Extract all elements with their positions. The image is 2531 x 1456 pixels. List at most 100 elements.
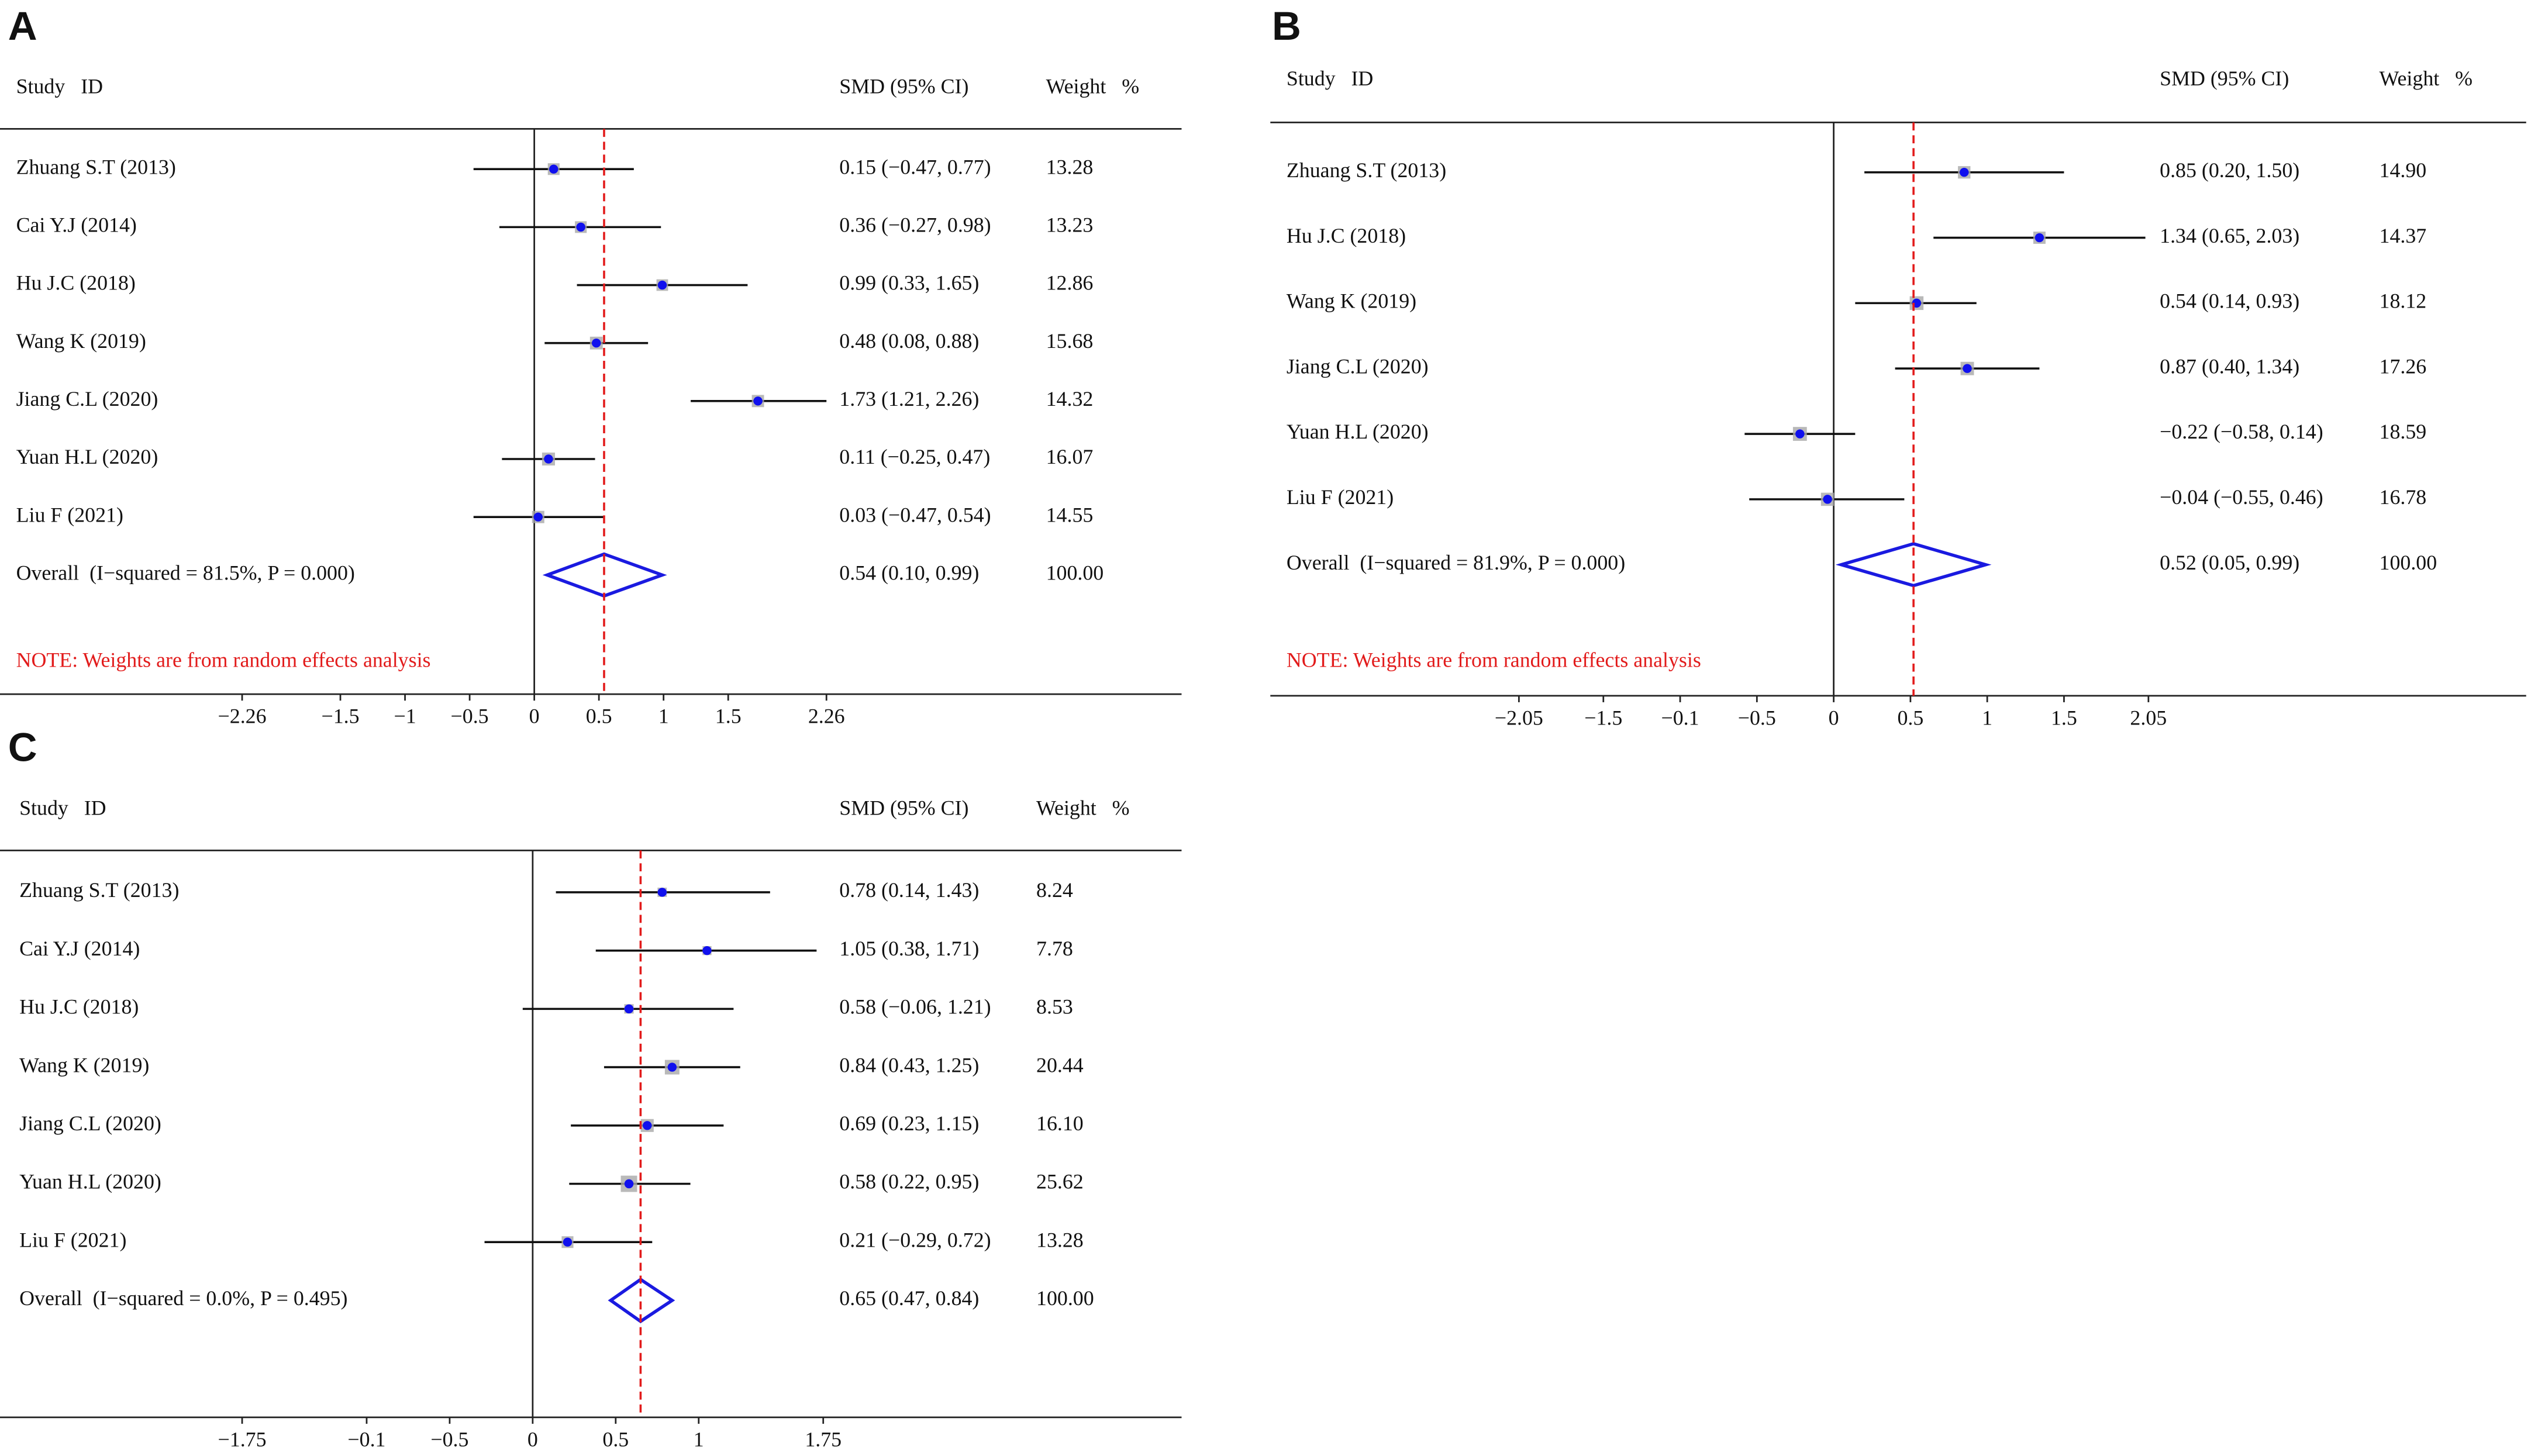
estimate-label: 1.05 (0.38, 1.71)	[839, 937, 979, 960]
weight-label: 16.07	[1046, 445, 1094, 468]
estimate-label: 0.11 (−0.25, 0.47)	[839, 445, 990, 468]
point	[2035, 233, 2044, 243]
study-name: Wang K (2019)	[16, 329, 146, 353]
weight-label: 13.23	[1046, 213, 1094, 237]
point	[643, 1121, 652, 1130]
header-study: Study ID	[1287, 67, 1373, 90]
study-name: Jiang C.L (2020)	[1287, 354, 1429, 378]
estimate-label: 0.78 (0.14, 1.43)	[839, 878, 979, 902]
point	[624, 1004, 634, 1014]
header-weight: Weight %	[1046, 75, 1139, 98]
header-estimate: SMD (95% CI)	[839, 75, 968, 98]
study-name: Cai Y.J (2014)	[16, 213, 137, 237]
estimate-label: 0.58 (0.22, 0.95)	[839, 1170, 979, 1193]
weight-label: 14.37	[2380, 224, 2427, 247]
point	[1960, 168, 1969, 177]
x-tick-label: −0.1	[347, 1427, 385, 1451]
estimate-label: 0.99 (0.33, 1.65)	[839, 271, 979, 295]
x-tick-label: 1.75	[805, 1427, 842, 1451]
x-tick-label: −0.5	[430, 1427, 468, 1451]
study-name: Yuan H.L (2020)	[1287, 420, 1429, 443]
estimate-label: −0.04 (−0.55, 0.46)	[2160, 485, 2323, 509]
point	[657, 888, 667, 897]
overall-diamond	[1835, 542, 1992, 588]
weight-label: 7.78	[1036, 937, 1073, 960]
study-name: Liu F (2021)	[1287, 485, 1394, 509]
estimate-label: 0.58 (−0.06, 1.21)	[839, 995, 991, 1019]
overall-weight: 100.00	[2380, 551, 2437, 574]
panel-label: B	[1272, 4, 1301, 49]
study-name: Hu J.C (2018)	[19, 995, 139, 1019]
study-name: Zhuang S.T (2013)	[19, 878, 179, 902]
x-tick-label: −0.1	[1661, 706, 1699, 729]
study-name: Jiang C.L (2020)	[19, 1112, 161, 1135]
overall-diamond	[608, 1277, 675, 1324]
study-name: Liu F (2021)	[16, 503, 123, 526]
study-name: Cai Y.J (2014)	[19, 937, 140, 960]
header-estimate: SMD (95% CI)	[2160, 67, 2289, 90]
panel-label: A	[8, 4, 37, 49]
estimate-label: −0.22 (−0.58, 0.14)	[2160, 420, 2323, 443]
x-tick-label: 2.26	[808, 705, 845, 728]
x-tick-label: −1.5	[322, 705, 360, 728]
study-name: Yuan H.L (2020)	[16, 445, 158, 468]
x-tick-label: −2.26	[218, 705, 267, 728]
x-tick-label: 1	[694, 1427, 704, 1451]
header-study: Study ID	[16, 75, 103, 98]
point	[549, 164, 558, 174]
study-name: Wang K (2019)	[1287, 289, 1416, 313]
overall-label: Overall (I−squared = 0.0%, P = 0.495)	[19, 1286, 347, 1310]
point	[544, 454, 553, 464]
x-tick-label: 2.05	[2130, 706, 2167, 729]
estimate-label: 0.85 (0.20, 1.50)	[2160, 158, 2299, 182]
x-tick-label: 1	[658, 705, 669, 728]
x-tick-label: 1.5	[715, 705, 742, 728]
estimate-label: 0.48 (0.08, 0.88)	[839, 329, 979, 353]
header-study: Study ID	[19, 796, 106, 820]
study-name: Hu J.C (2018)	[16, 271, 136, 295]
note: NOTE: Weights are from random effects an…	[16, 648, 431, 671]
weight-label: 13.28	[1046, 155, 1094, 178]
x-tick-label: −1.5	[1584, 706, 1622, 729]
weight-label: 12.86	[1046, 271, 1094, 295]
x-tick-label: −1.75	[218, 1427, 267, 1451]
x-tick-label: −2.05	[1495, 706, 1543, 729]
overall-estimate: 0.65 (0.47, 0.84)	[839, 1286, 979, 1310]
x-tick-label: 0.5	[1897, 706, 1923, 729]
estimate-label: 0.87 (0.40, 1.34)	[2160, 354, 2299, 378]
x-tick-label: −1	[394, 705, 416, 728]
point	[563, 1237, 573, 1247]
x-tick-label: 0.5	[602, 1427, 629, 1451]
panel-label: C	[8, 725, 37, 770]
overall-estimate: 0.54 (0.10, 0.99)	[839, 561, 979, 585]
estimate-label: 0.15 (−0.47, 0.77)	[839, 155, 991, 178]
point	[1963, 364, 1972, 373]
overall-label: Overall (I−squared = 81.9%, P = 0.000)	[1287, 551, 1625, 574]
weight-label: 15.68	[1046, 329, 1094, 353]
estimate-label: 0.03 (−0.47, 0.54)	[839, 503, 991, 526]
overall-weight: 100.00	[1036, 1286, 1094, 1310]
estimate-label: 0.36 (−0.27, 0.98)	[839, 213, 991, 237]
overall-estimate: 0.52 (0.05, 0.99)	[2160, 551, 2299, 574]
study-name: Zhuang S.T (2013)	[16, 155, 176, 178]
weight-label: 17.26	[2380, 354, 2427, 378]
x-tick-label: 0.5	[586, 705, 612, 728]
point	[667, 1062, 677, 1072]
header-weight: Weight %	[1036, 796, 1129, 820]
point	[657, 280, 667, 290]
point	[592, 338, 601, 348]
estimate-label: 1.73 (1.21, 2.26)	[839, 387, 979, 410]
weight-label: 20.44	[1036, 1053, 1084, 1077]
point	[533, 512, 543, 522]
weight-label: 14.55	[1046, 503, 1094, 526]
overall-label: Overall (I−squared = 81.5%, P = 0.000)	[16, 561, 355, 585]
point	[624, 1179, 634, 1189]
estimate-label: 1.34 (0.65, 2.03)	[2160, 224, 2299, 247]
weight-label: 18.59	[2380, 420, 2427, 443]
estimate-label: 0.54 (0.14, 0.93)	[2160, 289, 2299, 313]
estimate-label: 0.21 (−0.29, 0.72)	[839, 1228, 991, 1251]
weight-label: 16.78	[2380, 485, 2427, 509]
point	[1795, 429, 1805, 439]
